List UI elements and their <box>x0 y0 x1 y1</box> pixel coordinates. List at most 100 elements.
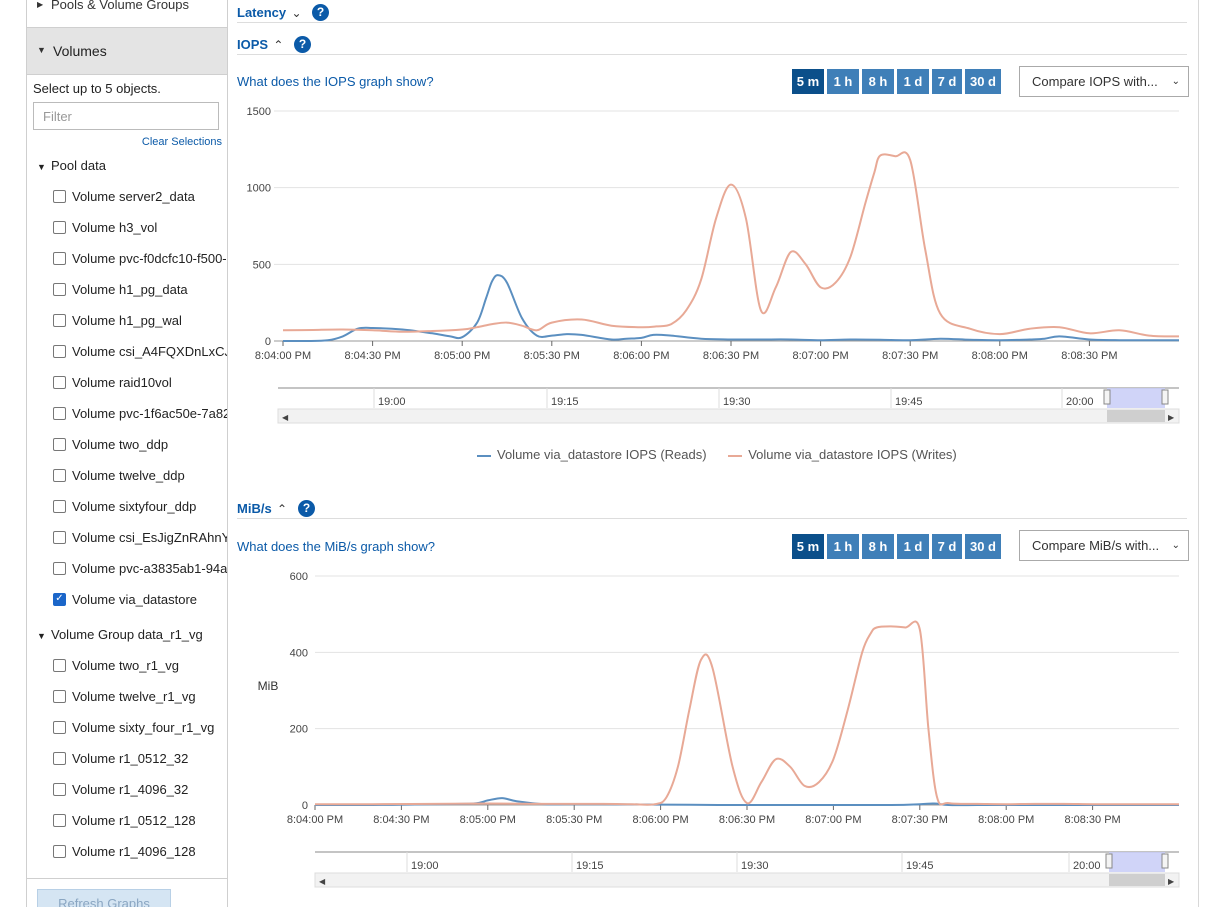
volume-list-item[interactable]: Volume pvc-f0dcfc10-f500- <box>53 249 227 267</box>
checkbox[interactable] <box>53 282 66 296</box>
refresh-graphs-button[interactable]: Refresh Graphs <box>37 889 171 907</box>
chevron-up-icon: ⌃ <box>273 502 288 516</box>
volume-list-item[interactable]: Volume server2_data <box>53 187 195 205</box>
volume-list-item[interactable]: Volume h1_pg_data <box>53 280 188 298</box>
volume-list-item[interactable]: Volume r1_0512_32 <box>53 749 188 767</box>
mibs-range-button[interactable]: 30 d <box>965 534 1001 559</box>
checkbox[interactable] <box>53 658 66 672</box>
volume-label: Volume pvc-f0dcfc10-f500- <box>72 250 227 266</box>
checkbox[interactable] <box>53 437 66 451</box>
iops-y-tick-label: 500 <box>253 259 271 271</box>
volume-list-item[interactable]: Volume h3_vol <box>53 218 157 236</box>
caret-down-icon: ▼ <box>37 631 46 641</box>
checkbox[interactable] <box>53 375 66 389</box>
mibs-x-tick-label: 8:05:00 PM <box>460 814 516 826</box>
mibs-title: MiB/s <box>237 501 272 516</box>
iops-range-button[interactable]: 7 d <box>932 69 962 94</box>
tree-group-label: Pool data <box>51 158 106 173</box>
tree-group-header[interactable]: ▼ Pool data <box>37 158 106 173</box>
iops-navigator-label: 19:00 <box>378 396 406 408</box>
volume-list-item[interactable]: Volume two_ddp <box>53 435 168 453</box>
iops-compare-select[interactable]: Compare IOPS with... ⌄ <box>1019 66 1189 97</box>
mibs-compare-select[interactable]: Compare MiB/s with... ⌄ <box>1019 530 1189 561</box>
pools-volume-groups-row[interactable]: ▶ Pools & Volume Groups <box>27 0 227 26</box>
iops-navigator-label: 19:30 <box>723 396 751 408</box>
mibs-graph-help-link[interactable]: What does the MiB/s graph show? <box>237 539 435 554</box>
iops-range-button[interactable]: 5 m <box>792 69 824 94</box>
volume-list-item[interactable]: Volume h1_pg_wal <box>53 311 182 329</box>
iops-help-icon[interactable]: ? <box>294 36 311 53</box>
checkbox[interactable] <box>53 530 66 544</box>
caret-down-icon: ▼ <box>37 45 46 55</box>
volume-list-item[interactable]: Volume twelve_r1_vg <box>53 687 196 705</box>
iops-navigator-window <box>1107 388 1165 408</box>
checkbox[interactable] <box>53 344 66 358</box>
mibs-help-icon[interactable]: ? <box>298 500 315 517</box>
writes-legend-swatch <box>728 454 743 457</box>
volumes-accordion-header[interactable]: ▼ Volumes <box>27 27 227 75</box>
volume-label: Volume r1_0512_128 <box>72 812 196 828</box>
volume-list-item[interactable]: Volume r1_4096_128 <box>53 842 196 860</box>
mibs-navigator-handle <box>1161 853 1169 869</box>
volume-list-item[interactable]: Volume raid10vol <box>53 373 172 391</box>
mibs-range-button[interactable]: 7 d <box>932 534 962 559</box>
mibs-section-toggle[interactable]: MiB/s ⌃ <box>237 501 287 516</box>
volume-list-item[interactable]: Volume pvc-1f6ac50e-7a82 <box>53 404 227 422</box>
iops-section-toggle[interactable]: IOPS ⌃ <box>237 37 283 52</box>
volume-list-item[interactable]: Volume sixtyfour_ddp <box>53 497 196 515</box>
volume-label: Volume csi_EsJigZnRAhnY <box>72 529 228 545</box>
iops-x-tick-label: 8:08:30 PM <box>1061 350 1117 362</box>
checkbox[interactable] <box>53 813 66 827</box>
volume-label: Volume pvc-a3835ab1-94a <box>72 560 228 576</box>
latency-divider <box>237 22 1187 23</box>
mibs-range-button[interactable]: 8 h <box>862 534 894 559</box>
scroll-right-icon: ▶ <box>1168 877 1175 886</box>
checkbox[interactable] <box>53 561 66 575</box>
checkbox[interactable] <box>53 313 66 327</box>
volume-list-item[interactable]: Volume two_r1_vg <box>53 656 179 674</box>
mibs-x-tick-label: 8:08:00 PM <box>978 814 1034 826</box>
iops-range-button[interactable]: 1 d <box>897 69 929 94</box>
volume-list-item[interactable]: Volume csi_A4FQXDnLxCJ <box>53 342 227 360</box>
latency-section-toggle[interactable]: Latency ⌄ <box>237 5 302 20</box>
mibs-range-button[interactable]: 5 m <box>792 534 824 559</box>
checkbox[interactable] <box>53 844 66 858</box>
mibs-navigator-label: 19:15 <box>576 860 604 872</box>
iops-range-button[interactable]: 8 h <box>862 69 894 94</box>
iops-legend-reads[interactable]: Volume via_datastore IOPS (Reads) <box>497 447 707 462</box>
iops-x-tick-label: 8:04:00 PM <box>255 350 311 362</box>
volume-list-item[interactable]: Volume r1_4096_32 <box>53 780 188 798</box>
filter-input[interactable] <box>33 102 219 130</box>
volume-list-item[interactable]: Volume pvc-a3835ab1-94a <box>53 559 227 577</box>
checkbox[interactable] <box>53 499 66 513</box>
clear-selections-link[interactable]: Clear Selections <box>141 136 222 148</box>
checkbox-checked[interactable]: ✓ <box>53 592 66 606</box>
checkbox[interactable] <box>53 782 66 796</box>
latency-help-icon[interactable]: ? <box>312 4 329 21</box>
checkbox[interactable] <box>53 689 66 703</box>
mibs-range-button[interactable]: 1 h <box>827 534 859 559</box>
volume-list-item[interactable]: Volume csi_EsJigZnRAhnY <box>53 528 228 546</box>
mibs-range-button[interactable]: 1 d <box>897 534 929 559</box>
iops-graph-help-link[interactable]: What does the IOPS graph show? <box>237 74 434 89</box>
volume-list-item[interactable]: Volume twelve_ddp <box>53 466 185 484</box>
volume-list-item[interactable]: ✓ Volume via_datastore <box>53 590 197 608</box>
tree-group-header[interactable]: ▼ Volume Group data_r1_vg <box>37 627 203 642</box>
iops-x-tick-label: 8:07:30 PM <box>882 350 938 362</box>
iops-navigator-handle <box>1161 389 1169 405</box>
iops-range-button[interactable]: 30 d <box>965 69 1001 94</box>
checkbox[interactable] <box>53 189 66 203</box>
checkbox[interactable] <box>53 406 66 420</box>
iops-legend-writes[interactable]: Volume via_datastore IOPS (Writes) <box>748 447 957 462</box>
checkbox[interactable] <box>53 220 66 234</box>
volume-list-item[interactable]: Volume sixty_four_r1_vg <box>53 718 214 736</box>
checkbox[interactable] <box>53 251 66 265</box>
mibs-navigator-window <box>1109 852 1165 872</box>
checkbox[interactable] <box>53 720 66 734</box>
checkbox[interactable] <box>53 751 66 765</box>
iops-range-button[interactable]: 1 h <box>827 69 859 94</box>
volume-list-item[interactable]: Volume r1_0512_128 <box>53 811 196 829</box>
latency-title: Latency <box>237 5 287 20</box>
checkbox[interactable] <box>53 468 66 482</box>
iops-chart: 0 500 1000 1500 8:04:00 PM 8:04:30 PM 8:05:00 … <box>247 106 1180 424</box>
